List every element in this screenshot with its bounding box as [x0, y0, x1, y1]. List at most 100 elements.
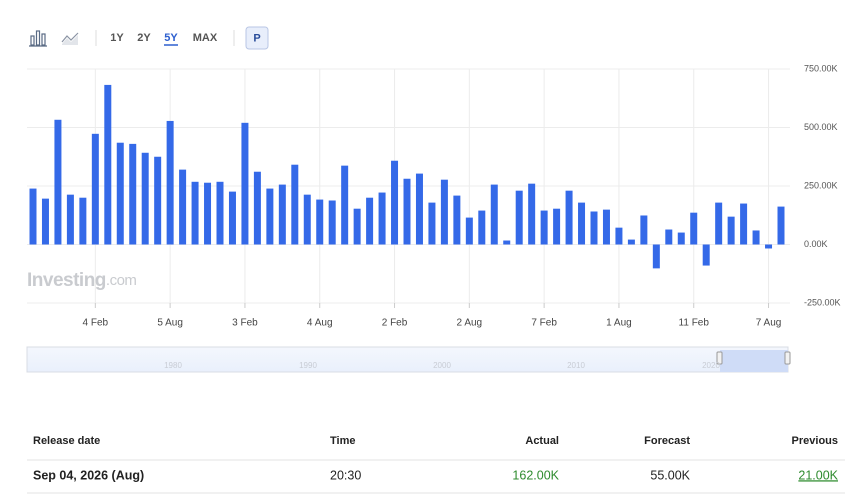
bar [715, 202, 723, 245]
bar [453, 195, 461, 245]
navigator[interactable] [26, 346, 789, 373]
bar [228, 191, 236, 245]
y-tick-label: -250.00K [804, 297, 841, 307]
bar [204, 182, 212, 245]
table-header: Time [330, 435, 355, 447]
bar [727, 216, 735, 245]
bar [565, 190, 573, 245]
bar [752, 230, 760, 245]
x-tick-label: 2 Aug [457, 318, 483, 329]
x-tick-label: 7 Aug [756, 318, 782, 329]
bar [129, 143, 137, 245]
table-cell: 20:30 [330, 468, 361, 482]
bar [154, 156, 162, 245]
bar [41, 198, 49, 245]
line-chart-icon[interactable] [61, 32, 79, 45]
x-tick-label: 7 Feb [531, 318, 557, 329]
x-tick-label: 3 Feb [232, 318, 258, 329]
range-button[interactable]: 2Y [137, 32, 151, 44]
x-tick-label: 2 Feb [382, 318, 408, 329]
x-tick-label: 5 Aug [157, 318, 183, 329]
bar [179, 169, 187, 245]
range-button[interactable]: 5Y [164, 32, 178, 44]
bar [316, 199, 324, 245]
navigator-selection[interactable] [720, 350, 788, 372]
bar [777, 206, 785, 245]
bar [54, 119, 62, 245]
bar [341, 165, 349, 245]
table-cell: 55.00K [650, 468, 690, 482]
bar [665, 229, 673, 245]
bar [328, 200, 336, 245]
bar [91, 133, 99, 245]
bar [415, 173, 423, 245]
bar [428, 202, 436, 245]
bar [104, 84, 112, 245]
navigator-label: 2020 [702, 361, 720, 370]
bar [478, 210, 486, 245]
bar [515, 190, 523, 245]
table-cell: 162.00K [512, 468, 559, 482]
y-tick-label: 250.00K [804, 180, 838, 190]
bar [578, 202, 586, 245]
navigator-handle[interactable] [716, 351, 723, 365]
bar [765, 244, 773, 249]
bar [615, 227, 623, 245]
bar [66, 194, 74, 245]
bar [141, 152, 149, 245]
table-cell: 21.00K [798, 468, 838, 482]
table-header: Release date [33, 435, 100, 447]
bar [677, 232, 685, 245]
y-tick-label: 500.00K [804, 122, 838, 132]
x-tick-label: 11 Feb [679, 318, 710, 329]
navigator-label: 2010 [567, 361, 585, 370]
bar [528, 183, 536, 245]
bar [702, 244, 710, 266]
bar [652, 244, 660, 269]
bar [540, 210, 548, 245]
table-header: Forecast [644, 435, 690, 447]
bar [253, 171, 261, 245]
bar [465, 217, 473, 245]
table-cell: Sep 04, 2026 (Aug) [33, 468, 144, 482]
mode-label[interactable]: P [253, 32, 260, 44]
x-tick-label: 4 Feb [83, 318, 109, 329]
bar [378, 192, 386, 245]
watermark-suffix: .com [106, 272, 137, 289]
y-tick-label: 750.00K [804, 63, 838, 73]
bar [590, 211, 598, 245]
mode-button[interactable] [245, 26, 269, 50]
x-tick-label: 1 Aug [606, 318, 632, 329]
bar [690, 212, 698, 245]
bar [353, 208, 361, 245]
bar [116, 142, 124, 245]
bar [278, 184, 286, 245]
range-button[interactable]: 1Y [110, 32, 124, 44]
bar [191, 181, 199, 245]
bar [366, 197, 374, 245]
bar [403, 178, 411, 245]
navigator-handle[interactable] [784, 351, 791, 365]
bar [303, 194, 311, 245]
bar [640, 215, 648, 245]
navigator-label: 1990 [299, 361, 317, 370]
bar [79, 197, 87, 245]
bar [291, 164, 299, 245]
bar [503, 240, 511, 245]
bar [553, 208, 561, 245]
bar [602, 209, 610, 245]
table-header: Previous [792, 435, 838, 447]
y-tick-label: 0.00K [804, 239, 828, 249]
navigator-label: 2000 [433, 361, 451, 370]
range-button[interactable]: MAX [193, 32, 218, 44]
bar [266, 188, 274, 245]
bar [241, 122, 249, 245]
watermark-brand: Investing [27, 270, 106, 291]
bar [166, 120, 174, 245]
bar [627, 239, 635, 245]
bar [29, 188, 37, 245]
x-tick-label: 4 Aug [307, 318, 333, 329]
watermark: Investing.com [27, 270, 136, 291]
table-header: Actual [525, 435, 559, 447]
bar-chart-icon[interactable] [29, 30, 47, 47]
